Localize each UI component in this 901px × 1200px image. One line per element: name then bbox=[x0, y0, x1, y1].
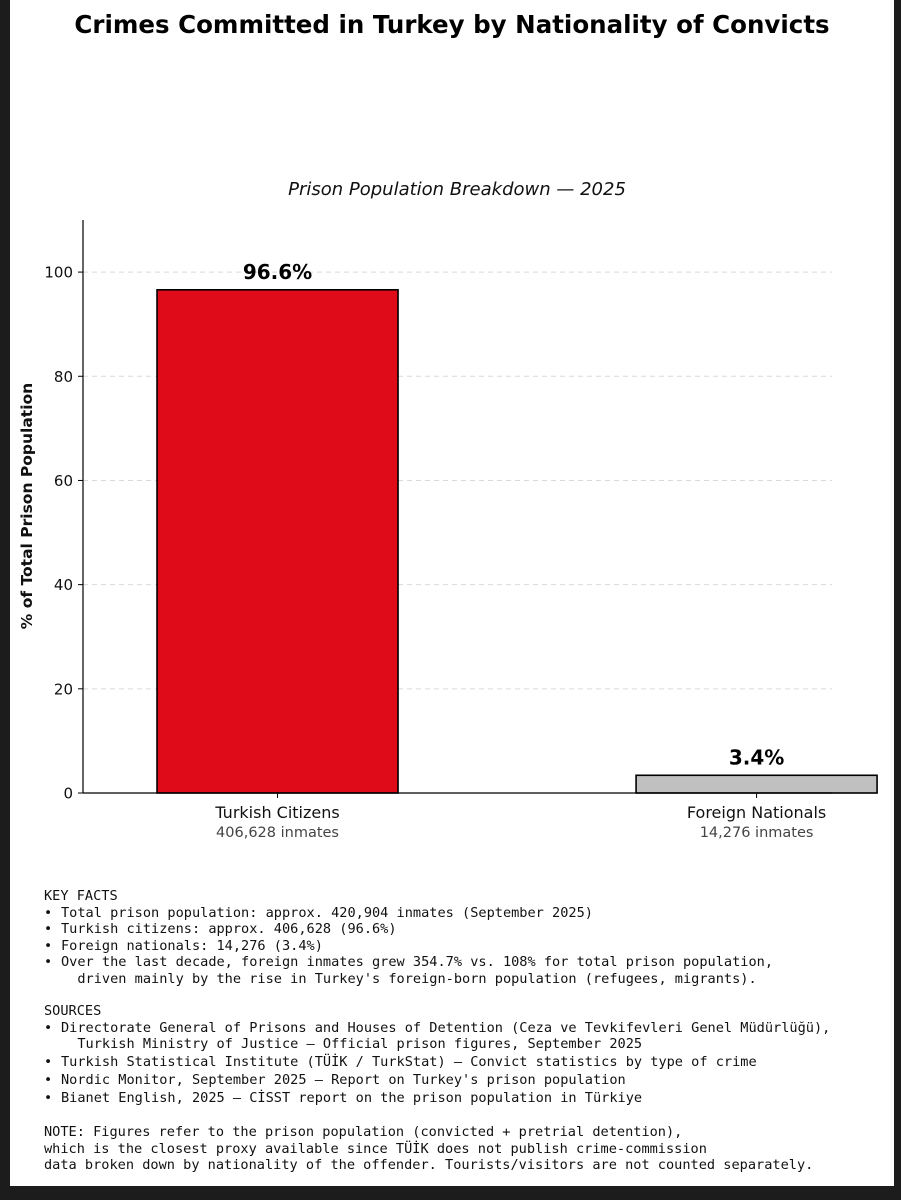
bar-chart: Prison Population Breakdown — 2025 % of … bbox=[18, 179, 878, 841]
grid-lines bbox=[83, 271, 832, 690]
key-facts-heading: KEY FACTS bbox=[44, 888, 118, 904]
y-tick-label: 60 bbox=[54, 472, 73, 490]
labels: 0 20 40 60 80 100 96.6% Turkish Citizens 406,628… bbox=[44, 260, 826, 841]
bars bbox=[156, 289, 878, 794]
notes-section: KEY FACTS Total prison population: appro… bbox=[44, 888, 884, 1174]
sources-heading: SOURCES bbox=[44, 1003, 102, 1019]
y-tick-label: 100 bbox=[44, 264, 73, 282]
main-title: Crimes Committed in Turkey by Nationalit… bbox=[74, 10, 830, 39]
source-item: Bianet English, 2025 — CİSST report on t… bbox=[44, 1090, 884, 1107]
source-item: Turkish Statistical Institute (TÜİK / Tu… bbox=[44, 1054, 884, 1071]
note-line: NOTE: Figures refer to the prison popula… bbox=[44, 1124, 683, 1140]
note-line: data broken down by nationality of the o… bbox=[44, 1157, 814, 1173]
source-item: Nordic Monitor, September 2025 — Report … bbox=[44, 1072, 884, 1089]
bar-foreign-nationals bbox=[635, 774, 878, 794]
key-facts-list: Total prison population: approx. 420,904… bbox=[44, 905, 884, 988]
key-fact-item: Turkish citizens: approx. 406,628 (96.6%… bbox=[44, 921, 884, 938]
note-line: which is the closest proxy available sin… bbox=[44, 1140, 707, 1157]
bar-value-label: 96.6% bbox=[243, 260, 312, 284]
x-tick-sublabel: 14,276 inmates bbox=[700, 825, 814, 841]
source-item: Directorate General of Prisons and House… bbox=[44, 1020, 884, 1053]
y-tick-label: 80 bbox=[54, 368, 73, 386]
y-axis-label: % of Total Prison Population bbox=[18, 383, 36, 629]
key-fact-item: Total prison population: approx. 420,904… bbox=[44, 905, 884, 922]
y-tick-label: 0 bbox=[63, 785, 73, 803]
y-tick-label: 40 bbox=[54, 576, 73, 594]
y-tick-label: 20 bbox=[54, 680, 73, 698]
sources-list: Directorate General of Prisons and House… bbox=[44, 1020, 884, 1107]
x-tick-sublabel: 406,628 inmates bbox=[216, 825, 339, 841]
axes bbox=[78, 220, 832, 798]
x-tick-label: Foreign Nationals bbox=[687, 803, 826, 822]
key-fact-item: Foreign nationals: 14,276 (3.4%) bbox=[44, 938, 884, 955]
x-tick-label: Turkish Citizens bbox=[214, 803, 339, 822]
figure-page: Crimes Committed in Turkey by Nationalit… bbox=[10, 0, 894, 1186]
chart-subtitle: Prison Population Breakdown — 2025 bbox=[288, 179, 626, 200]
bar-value-label: 3.4% bbox=[729, 745, 784, 769]
bar-turkish-citizens bbox=[156, 289, 399, 794]
key-fact-item: Over the last decade, foreign inmates gr… bbox=[44, 954, 884, 987]
